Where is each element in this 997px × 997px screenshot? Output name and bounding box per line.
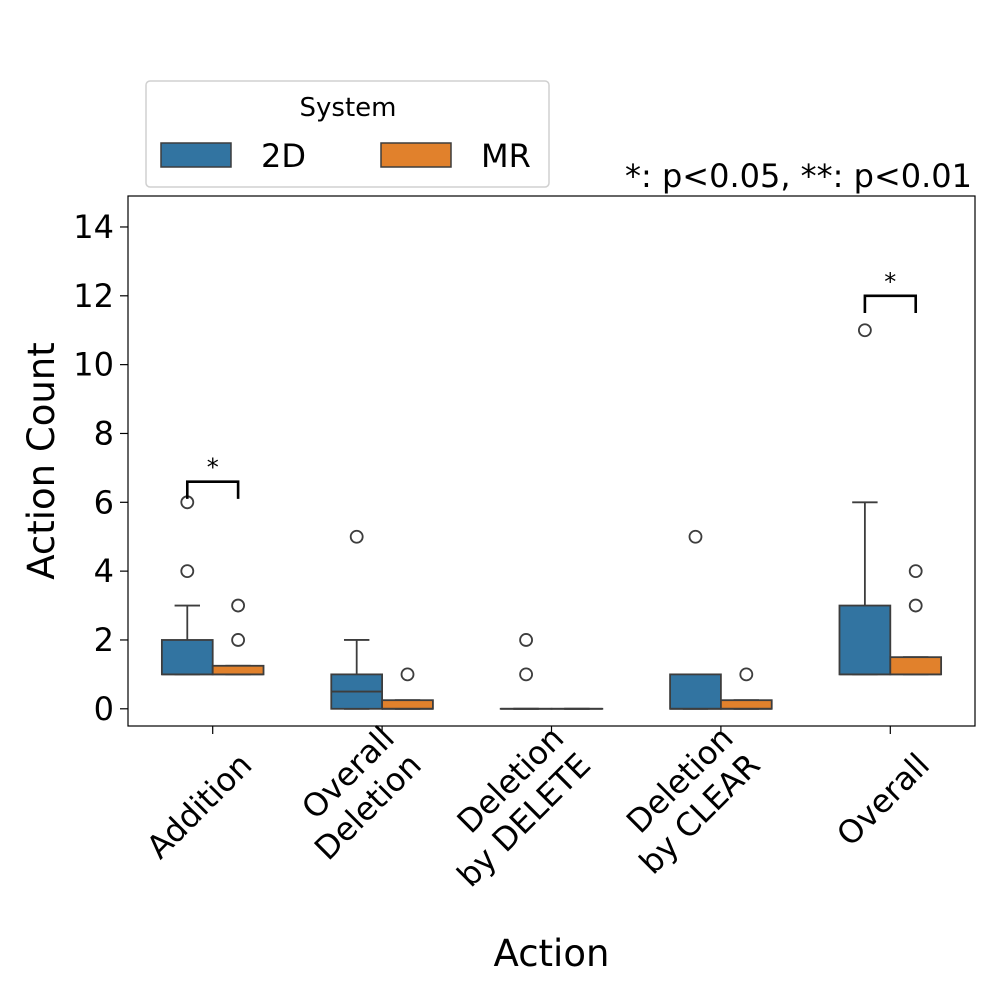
box-mr-3 — [720, 667, 773, 710]
x-tick-label: Deletionby CLEAR — [605, 719, 768, 882]
box-body — [889, 656, 943, 676]
box-body — [211, 664, 265, 676]
outlier-point — [180, 564, 195, 579]
outlier-point — [349, 529, 364, 544]
box-2d-1 — [330, 529, 383, 710]
y-tick-label: 10 — [73, 346, 114, 384]
y-tick-label: 14 — [73, 208, 114, 246]
y-tick-label: 4 — [94, 552, 114, 590]
outlier-point — [231, 598, 246, 613]
box-mr-1 — [381, 667, 434, 710]
legend-label-mr: MR — [481, 137, 531, 175]
box-body — [669, 673, 722, 710]
outlier-point — [857, 323, 872, 338]
outlier-point — [231, 633, 246, 647]
y-tick-label: 0 — [94, 690, 114, 728]
box-body — [160, 639, 214, 676]
outlier-point — [908, 564, 923, 579]
outlier-point — [400, 667, 415, 682]
legend-title: System — [300, 93, 397, 123]
legend[interactable]: System 2D MR — [145, 80, 550, 188]
legend-swatch-mr — [380, 142, 452, 168]
significance-label: * — [884, 268, 896, 296]
y-tick-label: 6 — [94, 483, 114, 521]
significance-note: *: p<0.05, **: p<0.01 — [625, 157, 972, 195]
x-tick-label: Overall — [829, 746, 937, 854]
significance-label: * — [207, 454, 219, 482]
box-mr-0 — [211, 598, 265, 676]
x-axis: Addition OverallDeletion Deletionby DELETE… — [139, 719, 937, 894]
x-tick-label: Addition — [139, 746, 259, 866]
box-body — [720, 699, 773, 710]
legend-swatch-2d — [160, 142, 232, 168]
y-tick-label: 8 — [94, 414, 114, 452]
outlier-point — [519, 633, 533, 647]
box-2d-2 — [499, 633, 553, 710]
x-axis-label: Action — [494, 932, 610, 975]
bracket-line — [863, 294, 918, 314]
y-axis: 0 2 4 6 8 10 12 14 — [73, 208, 128, 728]
significance-bracket: * — [863, 268, 918, 314]
plot-layer: ** — [160, 268, 943, 710]
box-body — [838, 604, 892, 676]
outlier-point — [519, 667, 533, 682]
y-tick-label: 12 — [73, 277, 114, 315]
box-2d-0 — [160, 495, 214, 676]
x-tick-label: Deletionby DELETE — [423, 719, 598, 894]
legend-label-2d: 2D — [261, 137, 306, 175]
box-mr-4 — [889, 564, 943, 676]
bracket-line — [185, 480, 240, 499]
box-2d-3 — [669, 529, 722, 710]
outlier-point — [688, 529, 703, 544]
box-body — [381, 699, 434, 710]
x-tick-label: OverallDeletion — [280, 719, 429, 868]
outlier-point — [739, 667, 754, 682]
significance-bracket: * — [185, 454, 240, 499]
y-tick-label: 2 — [94, 621, 114, 659]
y-axis-label: Action Count — [20, 342, 63, 580]
outlier-point — [908, 598, 923, 613]
box-2d-4 — [838, 323, 892, 676]
